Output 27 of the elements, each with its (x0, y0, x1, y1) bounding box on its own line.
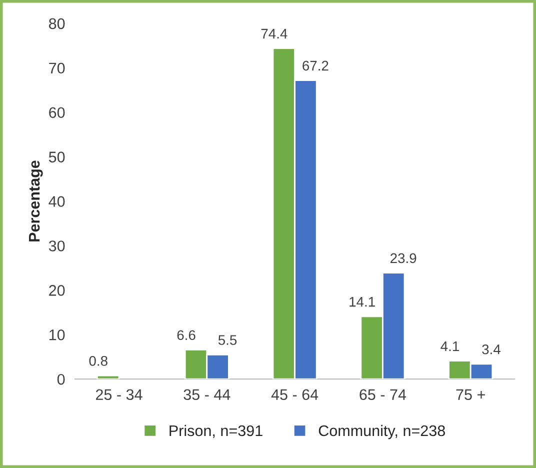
x-tick-label: 75 + (456, 389, 485, 400)
y-tick-label: 60 (49, 107, 65, 118)
y-tick-label: 20 (49, 285, 65, 296)
y-tick-label: 80 (48, 18, 65, 30)
legend-label: Community, n=238 (318, 424, 445, 440)
data-label: 23.9 (390, 253, 416, 264)
bar (96, 374, 120, 380)
legend-label: Prison, n=391 (170, 424, 262, 438)
data-label: 4.1 (440, 341, 459, 352)
y-tick-label: 50 (48, 152, 65, 162)
y-tick-label: 10 (49, 329, 65, 340)
y-axis-title: Percentage (29, 160, 43, 242)
data-label: 14.1 (350, 297, 375, 307)
y-tick-label: 30 (48, 240, 65, 252)
x-tick-label: 45 - 64 (271, 389, 318, 400)
y-tick-label: 40 (48, 196, 65, 207)
y-tick-label: 0 (57, 374, 65, 385)
data-label: 3.4 (482, 344, 500, 354)
data-label: 5.5 (218, 335, 237, 345)
x-tick-label: 25 - 34 (96, 389, 142, 400)
data-label: 74.4 (261, 28, 288, 38)
x-tick-label: 35 - 44 (184, 389, 230, 400)
data-label: 67.2 (302, 60, 328, 71)
y-tick-label: 70 (49, 62, 65, 74)
x-tick-label: 65 - 74 (360, 389, 406, 400)
data-label: 0.8 (89, 356, 108, 366)
data-label: 6.6 (177, 330, 196, 340)
